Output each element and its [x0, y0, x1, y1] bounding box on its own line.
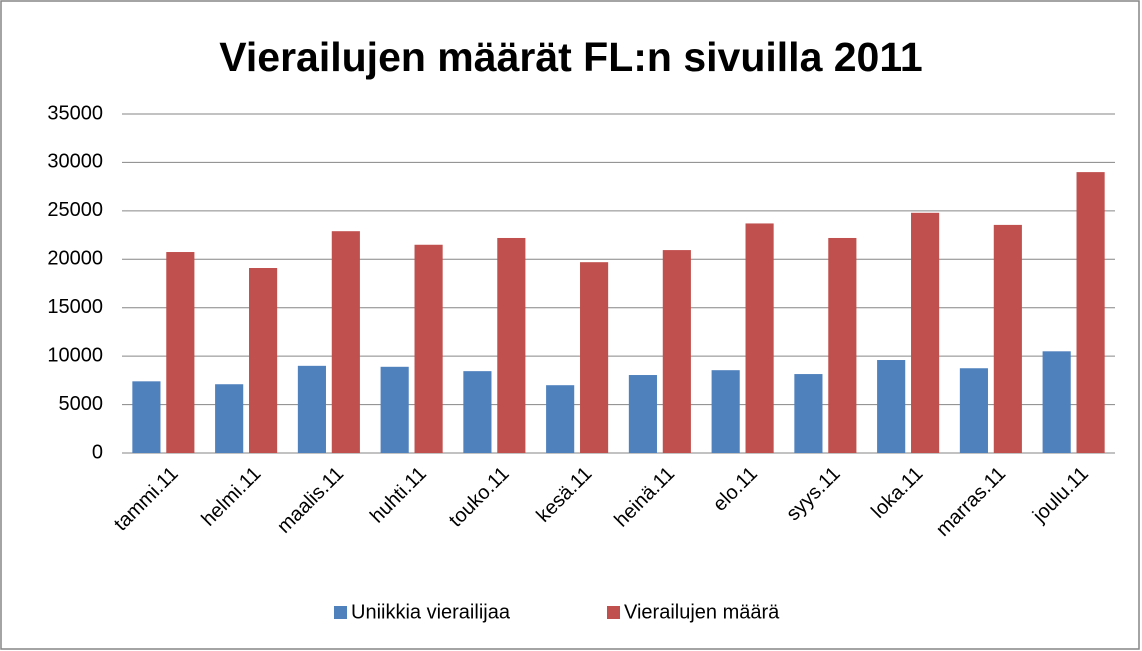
bar — [828, 237, 857, 453]
bar — [249, 268, 278, 453]
bar — [297, 365, 326, 453]
bar — [380, 366, 409, 453]
y-tick-label: 30000 — [47, 151, 103, 173]
bar — [546, 385, 575, 453]
bar — [215, 384, 244, 453]
chart-title: Vierailujen määrät FL:n sivuilla 2011 — [219, 34, 922, 80]
legend-label: Vierailujen määrä — [624, 601, 780, 623]
legend-swatch — [607, 606, 620, 619]
bar — [497, 237, 526, 453]
legend-swatch — [334, 606, 347, 619]
bar — [877, 360, 906, 453]
y-tick-label: 35000 — [47, 102, 103, 124]
bar — [745, 223, 774, 453]
y-tick-label: 20000 — [47, 248, 103, 270]
bar — [662, 250, 691, 453]
bar — [794, 374, 823, 453]
bar — [580, 262, 609, 453]
bar — [331, 231, 360, 453]
y-tick-label: 25000 — [47, 199, 103, 221]
y-tick-label: 5000 — [59, 393, 104, 415]
bar — [711, 370, 740, 453]
y-tick-label: 0 — [92, 441, 103, 463]
bar — [166, 252, 195, 453]
bar — [959, 368, 988, 453]
bar — [628, 375, 657, 453]
bar — [911, 212, 940, 453]
legend-label: Uniikkia vierailijaa — [351, 601, 511, 623]
y-tick-label: 10000 — [47, 344, 103, 366]
bar — [993, 224, 1022, 453]
bar — [414, 244, 443, 453]
y-tick-label: 15000 — [47, 296, 103, 318]
bar — [132, 381, 161, 453]
bar — [1042, 351, 1071, 453]
bar — [463, 371, 492, 453]
bar — [1076, 172, 1105, 453]
